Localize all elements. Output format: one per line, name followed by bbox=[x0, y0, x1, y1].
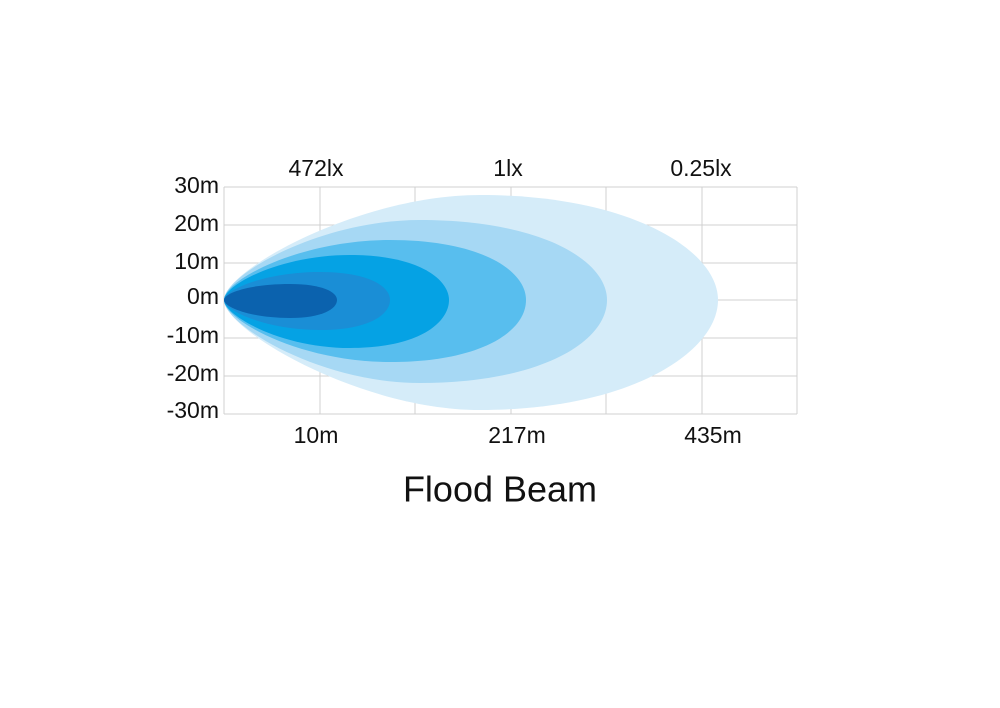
y-label: 20m bbox=[174, 210, 219, 236]
illuminance-label: 1lx bbox=[493, 155, 523, 181]
diagram-title: Flood Beam bbox=[403, 469, 597, 510]
y-axis-labels: 30m 20m 10m 0m -10m -20m -30m bbox=[167, 172, 219, 423]
beam-zone bbox=[224, 284, 337, 318]
y-label: 30m bbox=[174, 172, 219, 198]
illuminance-label: 0.25lx bbox=[670, 155, 732, 181]
y-label: -10m bbox=[167, 322, 219, 348]
y-label: -20m bbox=[167, 360, 219, 386]
distance-labels: 10m 217m 435m bbox=[294, 422, 742, 448]
beam-contours bbox=[224, 195, 718, 410]
illuminance-labels: 472lx 1lx 0.25lx bbox=[289, 155, 733, 181]
y-label: 0m bbox=[187, 283, 219, 309]
illuminance-label: 472lx bbox=[289, 155, 344, 181]
y-label: 10m bbox=[174, 248, 219, 274]
distance-label: 10m bbox=[294, 422, 339, 448]
y-label: -30m bbox=[167, 397, 219, 423]
distance-label: 217m bbox=[488, 422, 546, 448]
distance-label: 435m bbox=[684, 422, 742, 448]
